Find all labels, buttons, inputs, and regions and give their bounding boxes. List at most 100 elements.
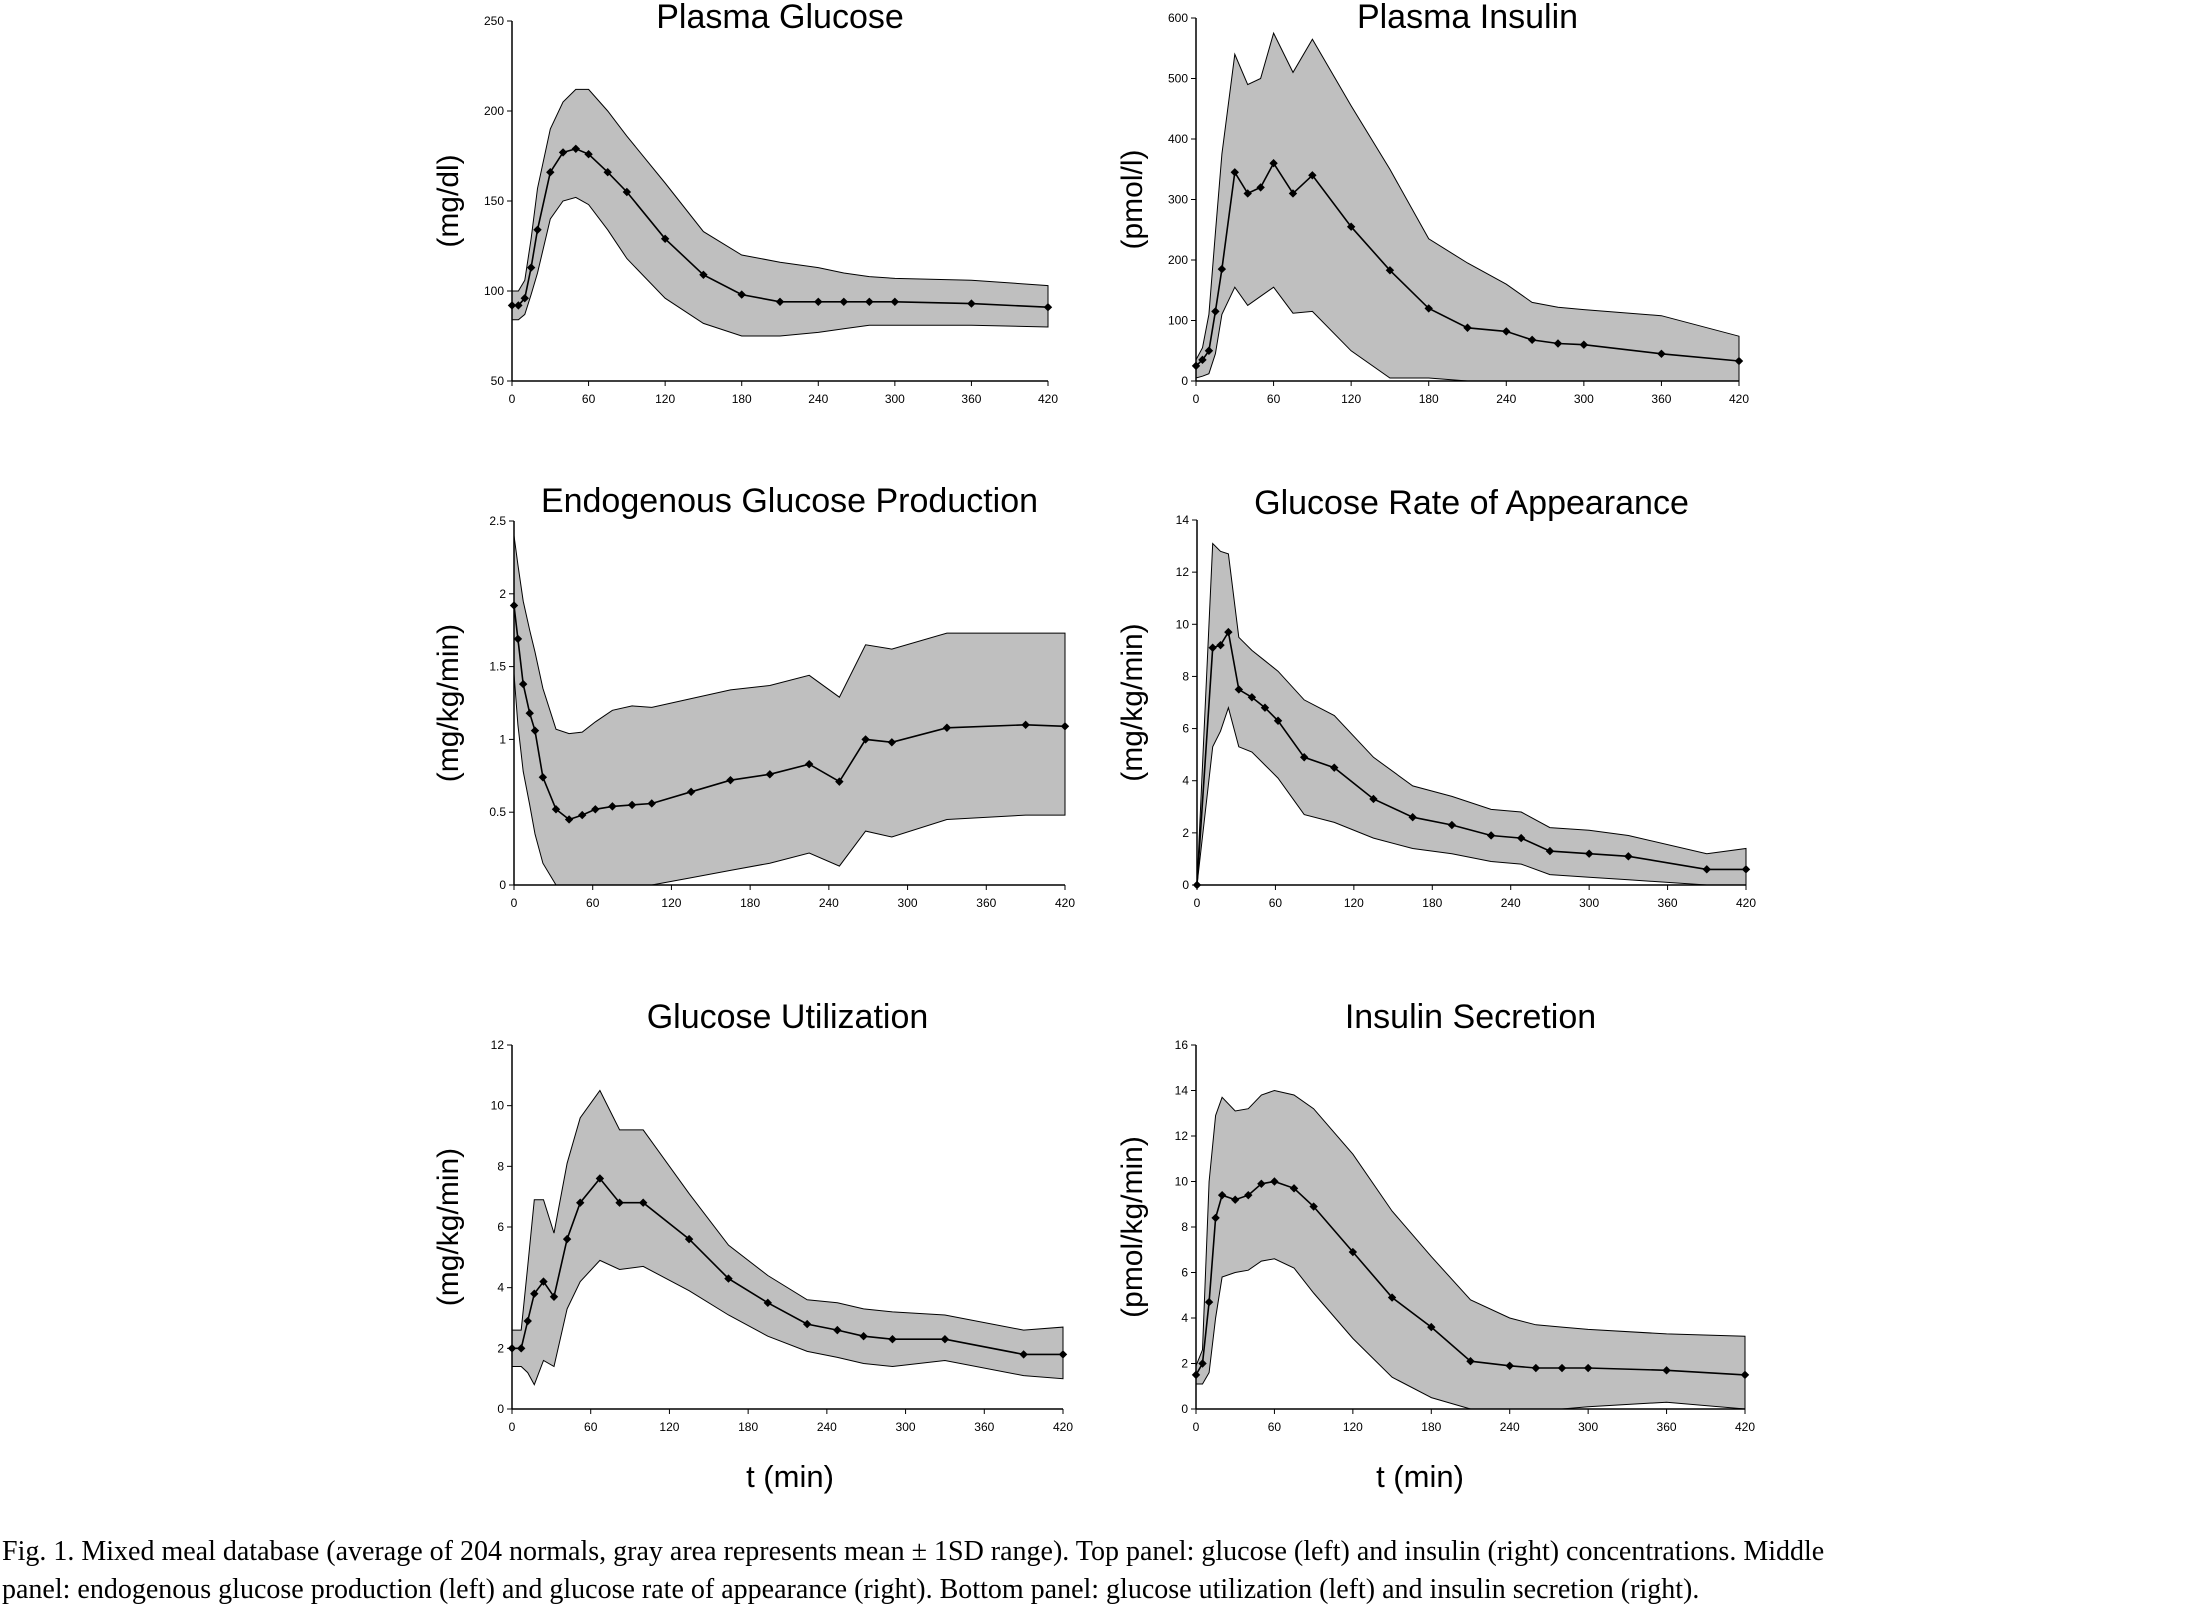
data-point (1243, 189, 1252, 198)
y-tick-label: 0 (499, 878, 506, 892)
sd-band (1196, 542, 1747, 886)
x-tick-label: 240 (1501, 896, 1521, 910)
x-axis-label-left: t (min) (746, 1459, 834, 1494)
data-point (888, 1335, 897, 1344)
data-point (1244, 1190, 1253, 1200)
data-point (1019, 1350, 1028, 1359)
data-point (1330, 763, 1339, 772)
data-point (538, 773, 548, 782)
y-tick-label: 4 (1181, 1311, 1188, 1325)
data-point (775, 297, 785, 306)
data-point (1662, 1366, 1671, 1375)
data-point (513, 634, 523, 644)
data-point (608, 802, 617, 811)
y-tick-label: 250 (484, 14, 504, 28)
data-point (1060, 722, 1070, 731)
data-point (638, 1198, 648, 1207)
data-point (558, 148, 568, 157)
data-point (551, 805, 561, 814)
chart-title: Endogenous Glucose Production (541, 482, 1038, 520)
y-tick-label: 0.5 (489, 805, 506, 819)
y-tick-label: 10 (491, 1099, 505, 1113)
y-tick-label: 10 (1176, 617, 1190, 631)
y-tick-label: 200 (484, 104, 504, 118)
chart-title: Glucose Rate of Appearance (1254, 484, 1689, 522)
x-tick-label: 180 (1422, 896, 1442, 910)
data-point (1211, 307, 1220, 316)
data-point (1584, 849, 1594, 858)
x-tick-label: 0 (511, 896, 518, 910)
data-point (1387, 1293, 1397, 1302)
data-point (737, 290, 746, 299)
x-tick-label: 240 (1496, 392, 1516, 406)
chart-title: Insulin Secretion (1345, 998, 1596, 1036)
y-tick-label: 1.5 (489, 660, 506, 674)
y-axis-label: (mg/kg/min) (1116, 623, 1149, 781)
x-tick-label: 180 (738, 1420, 758, 1434)
data-point (595, 1174, 605, 1183)
x-tick-label: 420 (1038, 392, 1058, 406)
data-point (1217, 264, 1227, 274)
x-tick-label: 360 (1658, 896, 1678, 910)
x-tick-label: 300 (898, 896, 918, 910)
x-tick-label: 120 (1341, 392, 1361, 406)
chart-panel-5: Glucose Utilization(mg/kg/min)0246810120… (432, 998, 1073, 1434)
data-point (1230, 168, 1239, 177)
chart-panel-1: Plasma Glucose (mg/dl) 50 100 150 200 250 0 60 12… (432, 0, 1058, 406)
chart-title: Glucose Utilization (647, 998, 929, 1036)
x-tick-label: 420 (1055, 896, 1075, 910)
y-tick-label: 2 (1181, 1357, 1188, 1371)
data-point (1208, 643, 1217, 652)
data-point (1288, 189, 1298, 198)
data-point (1741, 865, 1751, 874)
y-tick-label: 6 (497, 1220, 504, 1234)
data-point (1308, 171, 1317, 180)
x-tick-label: 60 (584, 1420, 598, 1434)
y-tick-label: 2 (497, 1341, 504, 1355)
x-tick-label: 180 (732, 392, 752, 406)
data-point (1257, 1179, 1266, 1188)
data-point (1273, 716, 1283, 725)
data-point (1309, 1202, 1318, 1211)
x-tick-label: 420 (1053, 1420, 1073, 1434)
x-tick-label: 120 (1344, 896, 1364, 910)
y-tick-label: 0 (1181, 374, 1188, 388)
data-point (1579, 340, 1589, 349)
data-point (509, 601, 519, 610)
data-point (1269, 159, 1278, 168)
data-point (1021, 720, 1030, 730)
data-point (699, 270, 708, 279)
data-point (1256, 183, 1265, 192)
x-tick-label: 300 (1578, 1420, 1598, 1434)
data-point (1624, 852, 1633, 861)
y-tick-label: 6 (1182, 722, 1189, 736)
data-point (507, 301, 517, 310)
x-tick-label: 0 (1193, 392, 1200, 406)
y-tick-label: 100 (484, 284, 504, 298)
x-tick-label: 240 (1500, 1420, 1520, 1434)
data-point (530, 1289, 539, 1298)
data-point (1527, 335, 1537, 345)
data-point (1224, 627, 1233, 637)
x-tick-label: 360 (976, 896, 996, 910)
data-point (1486, 831, 1496, 840)
data-point (1408, 813, 1417, 822)
data-point (1657, 349, 1666, 358)
x-tick-label: 300 (896, 1420, 916, 1434)
data-point (859, 1332, 868, 1341)
data-point (833, 1325, 842, 1335)
y-tick-label: 150 (484, 194, 504, 208)
data-point (1043, 303, 1053, 312)
chart-panel-4: Glucose Rate of Appearance (mg/kg/min) 0 24… (1116, 484, 1756, 910)
x-tick-label: 120 (661, 896, 681, 910)
data-point (765, 770, 775, 779)
data-point (526, 263, 536, 272)
x-tick-label: 420 (1735, 1420, 1755, 1434)
data-point (940, 1335, 950, 1344)
x-tick-label: 0 (1194, 896, 1201, 910)
data-point (523, 1316, 532, 1326)
y-axis-label: (pmol/kg/min) (1116, 1136, 1149, 1318)
x-tick-label: 0 (509, 392, 516, 406)
data-point (1192, 880, 1202, 890)
x-tick-label: 180 (1421, 1420, 1441, 1434)
